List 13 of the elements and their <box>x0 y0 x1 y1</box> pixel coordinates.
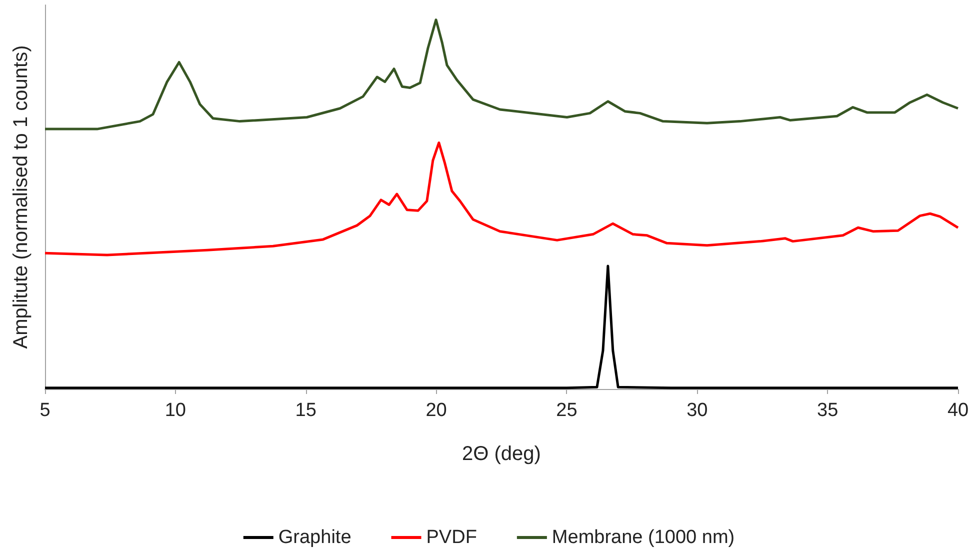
x-tick-label: 5 <box>40 400 50 421</box>
x-tick-label: 10 <box>164 400 186 421</box>
legend-label: Graphite <box>278 527 352 548</box>
x-tick-label: 40 <box>947 400 969 421</box>
legend-label: Membrane (1000 nm) <box>552 527 735 548</box>
y-axis-title: Amplitute (normalised to 1 counts) <box>10 45 32 349</box>
legend-label: PVDF <box>426 527 477 548</box>
x-tick-label: 25 <box>556 400 578 421</box>
x-tick-label: 30 <box>686 400 708 421</box>
x-tick-label: 15 <box>295 400 316 421</box>
x-axis-title: 2Θ (deg) <box>462 443 541 465</box>
x-tick-label: 20 <box>426 400 447 421</box>
x-tick-label: 35 <box>817 400 838 421</box>
